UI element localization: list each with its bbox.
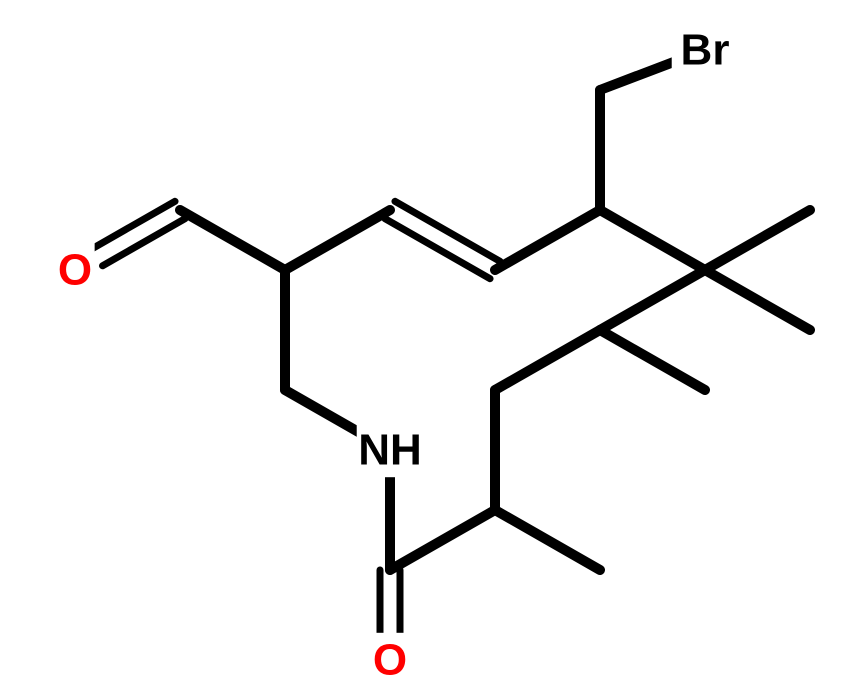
bond-line: [600, 270, 705, 330]
atom-O2: O: [370, 633, 409, 680]
bond-C1-C2: [180, 210, 285, 270]
bond-line: [600, 210, 705, 270]
molecule-diagram: O NH O Br: [0, 0, 859, 680]
atom-label-text: NH: [358, 426, 422, 475]
bond-line: [285, 390, 364, 435]
bond-C8-C9: [495, 210, 600, 270]
bond-line: [93, 201, 175, 248]
atom-label-text: O: [58, 246, 92, 295]
bond-line: [495, 510, 600, 570]
bond-C10-Br1: [600, 61, 675, 90]
bond-C2-C7: [285, 210, 390, 270]
bond-O1-C1: [93, 201, 185, 265]
bond-C11-C12: [705, 210, 810, 270]
bond-line: [285, 210, 390, 270]
bond-line: [600, 330, 705, 390]
bond-C3-N1: [285, 390, 364, 435]
bond-line: [103, 219, 185, 266]
bond-line: [495, 330, 600, 390]
bond-line: [495, 210, 600, 270]
bond-C4-O2: [380, 570, 400, 634]
bond-line: [705, 210, 810, 270]
bond-C11-C15: [600, 270, 705, 330]
bond-line: [705, 270, 810, 330]
atom-label-text: Br: [681, 26, 730, 75]
bond-C15-C6: [495, 330, 600, 390]
bond-C4-C5: [390, 510, 495, 570]
bond-C15-C14: [600, 330, 705, 390]
atom-O1: O: [55, 243, 94, 297]
bond-line: [600, 61, 675, 90]
bond-C11-C13: [705, 270, 810, 330]
bond-line: [180, 210, 285, 270]
atom-Br1: Br: [672, 23, 739, 77]
bond-C5-C5a: [495, 510, 600, 570]
bond-C9-C11: [600, 210, 705, 270]
atom-N1: NH: [357, 423, 424, 477]
bond-C7-C8: [385, 201, 500, 278]
atom-label-text: O: [373, 636, 407, 680]
bond-line: [390, 510, 495, 570]
